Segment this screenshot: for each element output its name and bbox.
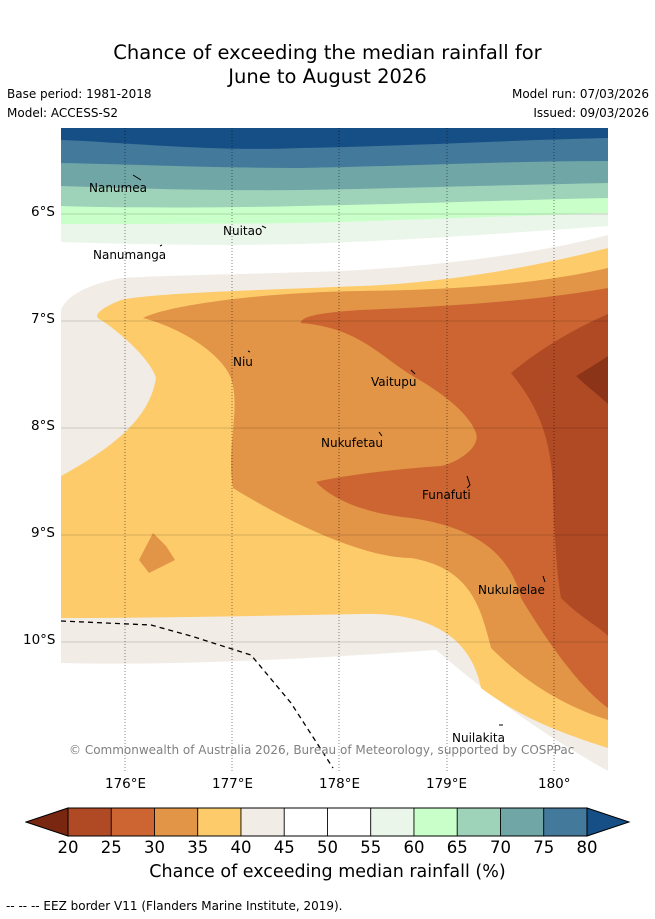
colorbar-segment xyxy=(327,807,372,837)
place-label-nukufetau: Nukufetau xyxy=(321,436,383,450)
colorbar-title: Chance of exceeding median rainfall (%) xyxy=(149,862,506,882)
place-label-nuilakita: Nuilakita xyxy=(452,731,505,745)
colorbar-segments xyxy=(67,807,588,837)
island-vaitupu-mark xyxy=(410,369,416,375)
colorbar-segment xyxy=(67,807,112,837)
island-funafuti-mark xyxy=(466,475,471,489)
band-island-patch xyxy=(139,533,175,573)
lon-tick-178e: 178°E xyxy=(319,776,361,792)
colorbar-tick-label: 60 xyxy=(403,838,425,857)
colorbar-tick-label: 55 xyxy=(360,838,382,857)
island-nuitao-mark xyxy=(261,225,267,229)
colorbar-segment xyxy=(240,807,285,837)
colorbar-segment xyxy=(543,807,588,837)
map-title-line2: June to August 2026 xyxy=(228,65,427,88)
lat-tick-7s: 7°S xyxy=(31,311,55,327)
place-label-nukulaelae: Nukulaelae xyxy=(478,583,545,597)
colorbar-segment xyxy=(456,807,501,837)
place-label-vaitupu: Vaitupu xyxy=(371,375,417,389)
colorbar-tick-label: 35 xyxy=(187,838,209,857)
model-run: Model run: 07/03/2026 xyxy=(511,87,649,101)
eez-border xyxy=(61,620,334,769)
place-label-nanumanga: Nanumanga xyxy=(93,248,166,262)
rainfall-map: Nanumea Nuitao Nanumanga Niu Vaitupu Nuk… xyxy=(61,128,608,771)
model-name: Model: ACCESS-S2 xyxy=(7,106,119,120)
colorbar-tick-label: 40 xyxy=(230,838,252,857)
colorbar-tick-label: 50 xyxy=(317,838,338,857)
colorbar-segment xyxy=(283,807,328,837)
lat-tick-8s: 8°S xyxy=(31,418,55,434)
island-nukufetau-mark xyxy=(378,431,383,437)
lon-tick-176e: 176°E xyxy=(105,776,147,792)
island-nukulaelae-mark xyxy=(542,575,546,583)
lon-tick-177e: 177°E xyxy=(212,776,254,792)
colorbar-tick-label: 20 xyxy=(57,838,79,857)
copyright-note: © Commonwealth of Australia 2026, Bureau… xyxy=(69,743,574,757)
colorbar xyxy=(25,807,631,837)
place-label-funafuti: Funafuti xyxy=(422,488,471,502)
eez-legend: -- -- -- EEZ border V11 (Flanders Marine… xyxy=(6,899,343,913)
colorbar-segment xyxy=(413,807,458,837)
band-below-20 xyxy=(576,356,608,404)
colorbar-tick-label: 25 xyxy=(100,838,122,857)
island-nanumanga-mark xyxy=(159,244,163,247)
colorbar-tick-label: 70 xyxy=(490,838,511,857)
issued-date: Issued: 09/03/2026 xyxy=(533,106,649,120)
band-20-25 xyxy=(511,314,608,636)
band-white-south xyxy=(61,685,608,771)
colorbar-tick-label: 45 xyxy=(273,838,295,857)
island-nanumea-mark xyxy=(132,174,142,181)
lon-tick-179e: 179°E xyxy=(426,776,468,792)
map-title-line1: Chance of exceeding the median rainfall … xyxy=(113,41,542,64)
colorbar-segment xyxy=(154,807,199,837)
colorbar-segment xyxy=(110,807,155,837)
colorbar-segment xyxy=(197,807,242,837)
lat-tick-6s: 6°S xyxy=(31,204,55,220)
lat-tick-9s: 9°S xyxy=(31,525,55,541)
colorbar-segment xyxy=(370,807,415,837)
lat-tick-10s: 10°S xyxy=(23,632,56,648)
colorbar-tick-label: 75 xyxy=(533,838,555,857)
colorbar-tick-label: 80 xyxy=(576,838,598,857)
place-label-nanumea: Nanumea xyxy=(89,181,147,195)
colorbar-tick-label: 30 xyxy=(144,838,165,857)
band-40-45 xyxy=(61,128,608,149)
colorbar-frame xyxy=(67,807,588,837)
colorbar-extend-high xyxy=(586,807,631,837)
colorbar-segment xyxy=(500,807,545,837)
base-period: Base period: 1981-2018 xyxy=(7,87,152,101)
colorbar-extend-low xyxy=(25,807,69,837)
colorbar-tick-label: 65 xyxy=(446,838,468,857)
place-label-nuitao: Nuitao xyxy=(223,224,262,238)
island-niu-mark xyxy=(247,350,251,353)
place-label-niu: Niu xyxy=(233,355,253,369)
lon-tick-180: 180° xyxy=(538,776,571,792)
